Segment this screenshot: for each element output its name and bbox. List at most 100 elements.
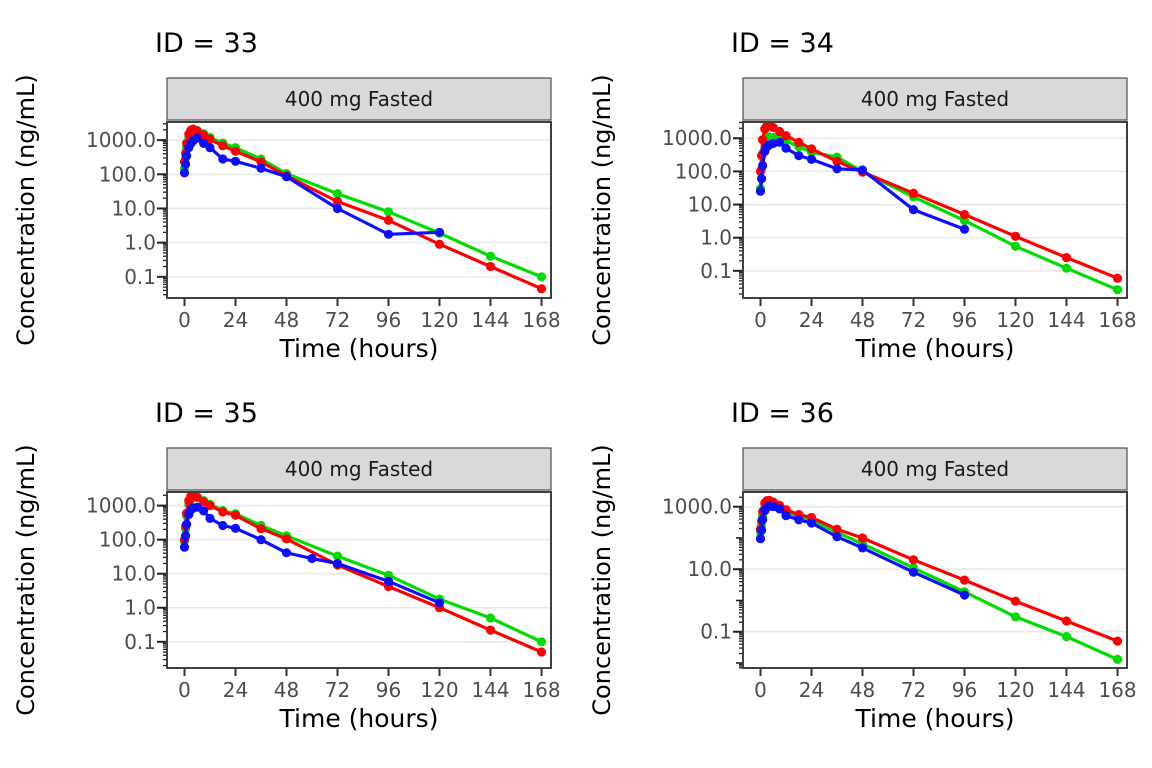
series-blue-marker — [281, 172, 292, 182]
x-tick-label: 120 — [996, 678, 1034, 702]
panel-border — [742, 491, 1128, 669]
series-green-marker — [1112, 654, 1123, 664]
series-green-marker — [1010, 241, 1021, 251]
facet-strip — [166, 77, 552, 121]
series-red-marker — [832, 156, 842, 166]
series-red-marker — [332, 196, 343, 207]
y-tick-label: 0.1 — [700, 620, 732, 644]
series-blue-marker — [182, 151, 192, 161]
y-tick-label: 10.0 — [687, 193, 732, 217]
x-tick-label: 168 — [1098, 308, 1136, 332]
x-tick-label: 72 — [901, 308, 926, 332]
series-blue-marker — [806, 154, 817, 164]
facet-strip-label: 400 mg Fasted — [861, 457, 1009, 481]
series-green-marker — [332, 189, 343, 199]
panel-border — [166, 121, 552, 299]
y-tick-label: 0.1 — [124, 265, 156, 289]
series-blue-marker — [179, 542, 190, 552]
series-red-marker — [857, 533, 868, 543]
series-blue-marker — [857, 543, 868, 553]
x-tick-label: 48 — [274, 678, 299, 702]
x-tick-label: 0 — [754, 308, 767, 332]
series-red-marker — [434, 239, 445, 249]
facet-panel-id-33: ID = 33 Concentration (ng/mL) 400 mg Faste… — [0, 0, 576, 384]
x-tick-label: 144 — [471, 308, 509, 332]
series-blue-marker — [332, 203, 343, 214]
series-blue-points — [179, 133, 445, 239]
x-tick-label: 48 — [850, 308, 875, 332]
series-green-marker — [1061, 263, 1072, 273]
series-blue-marker — [256, 163, 266, 173]
data-layer — [755, 495, 1123, 664]
y-tick-label: 100.0 — [99, 162, 156, 186]
y-tick-label: 100.0 — [675, 159, 732, 183]
series-green-marker — [485, 251, 496, 261]
panel-background — [167, 492, 551, 668]
x-tick-label: 144 — [471, 678, 509, 702]
series-blue-marker — [230, 523, 241, 533]
x-tick-label: 24 — [799, 308, 824, 332]
x-tick-label: 0 — [178, 678, 191, 702]
series-red-marker — [536, 284, 547, 294]
x-tick-label: 168 — [1098, 678, 1136, 702]
series-red-marker — [1061, 253, 1072, 263]
series-blue-marker — [205, 143, 215, 153]
series-blue-points — [179, 502, 445, 608]
facet-strip — [742, 77, 1128, 121]
series-blue-marker — [775, 137, 785, 147]
facet-panel-id-35: ID = 35 Concentration (ng/mL) 400 mg Faste… — [0, 384, 576, 768]
series-blue-marker — [383, 576, 394, 586]
y-tick-label: 100.0 — [99, 528, 156, 552]
y-tick-label: 10.0 — [687, 557, 732, 581]
series-blue-marker — [781, 143, 791, 153]
facet-strip-label: 400 mg Fasted — [285, 87, 433, 111]
x-tick-label: 48 — [850, 678, 875, 702]
series-green-marker — [1061, 632, 1072, 642]
series-blue-marker — [908, 205, 919, 215]
series-red-marker — [536, 647, 547, 657]
panel-border — [742, 121, 1128, 299]
series-green-marker — [536, 272, 547, 282]
series-red-marker — [383, 215, 394, 225]
series-blue-marker — [230, 156, 241, 166]
x-axis-title: Time (hours) — [855, 334, 1015, 363]
x-tick-label: 0 — [178, 308, 191, 332]
series-red-marker — [256, 524, 266, 534]
series-blue-marker — [758, 160, 768, 171]
y-tick-label: 10.0 — [111, 562, 156, 586]
x-tick-label: 96 — [376, 308, 401, 332]
series-blue-marker — [959, 224, 970, 234]
series-green-marker — [1112, 285, 1123, 295]
series-green-marker — [383, 207, 394, 217]
data-layer — [179, 124, 547, 294]
x-tick-label: 24 — [223, 678, 248, 702]
x-tick-label: 0 — [754, 678, 767, 702]
series-blue-points — [755, 137, 970, 234]
y-tick-label: 1000.0 — [662, 126, 732, 150]
series-red-marker — [959, 575, 970, 585]
x-tick-label: 120 — [420, 678, 458, 702]
series-red-marker — [1112, 273, 1123, 283]
series-blue-marker — [256, 535, 266, 545]
x-tick-label: 120 — [420, 308, 458, 332]
series-green-marker — [332, 551, 343, 561]
series-red-marker — [806, 144, 817, 154]
y-tick-label: 0.1 — [124, 630, 156, 654]
x-tick-label: 24 — [799, 678, 824, 702]
series-blue-marker — [908, 567, 919, 577]
y-tick-label: 1000.0 — [86, 494, 156, 518]
series-blue-marker — [755, 534, 766, 544]
series-green-marker — [536, 637, 547, 647]
y-tick-label: 1.0 — [700, 226, 732, 250]
x-tick-label: 144 — [1047, 308, 1085, 332]
x-axis-title: Time (hours) — [855, 704, 1015, 733]
series-red-marker — [218, 507, 228, 517]
series-blue-marker — [182, 519, 192, 529]
facet-strip — [166, 447, 552, 491]
series-red-marker — [230, 510, 241, 520]
series-blue-marker — [281, 548, 292, 558]
x-tick-label: 72 — [325, 678, 350, 702]
series-blue-marker — [434, 227, 445, 237]
series-red-marker — [1010, 231, 1021, 241]
series-blue-marker — [181, 159, 191, 169]
